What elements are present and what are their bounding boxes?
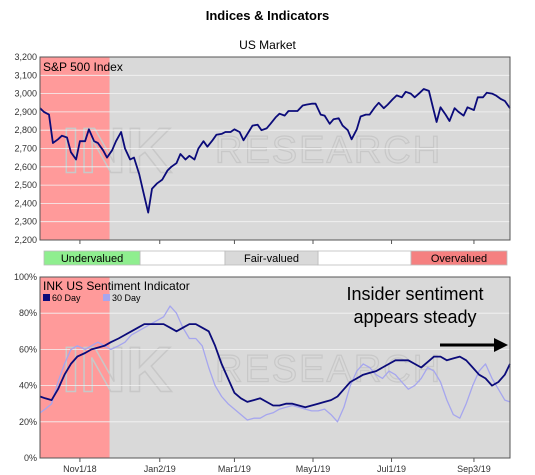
top-watermark-logo: INK: [62, 115, 172, 187]
annotation-line-2: appears steady: [353, 307, 476, 327]
sp500-panel: INK RESEARCH 3,200 3,100 3,000 2,900 2,800 2,7…: [14, 52, 511, 245]
bot-watermark-logo: INK: [62, 334, 172, 406]
page-subtitle: US Market: [239, 38, 296, 52]
annotation-line-1: Insider sentiment: [346, 284, 483, 304]
top-y-tick-label: 2,600: [14, 162, 37, 172]
page-title: Indices & Indicators: [205, 8, 330, 23]
sentiment-plot-border: [39, 276, 511, 459]
bot-y-tick-label: 0%: [24, 453, 37, 463]
valuation-band-label-overvalued: Overvalued: [431, 253, 487, 265]
sentiment-panel: INK RESEARCH 100% 80% 60% 40% 20% 0% Nov1/18 Ja…: [14, 272, 511, 474]
bot-watermark-text: RESEARCH: [215, 349, 442, 391]
sentiment-panel-label: INK US Sentiment Indicator: [43, 279, 190, 293]
sentiment-series-group: [39, 305, 511, 423]
sp500-y-tick-labels: 3,200 3,100 3,000 2,900 2,800 2,700 2,600 2,500…: [14, 52, 37, 245]
sentiment-shaded-period: [40, 277, 110, 458]
sentiment-plot-background: [40, 277, 510, 458]
bot-y-tick-label: 60%: [19, 344, 37, 354]
top-y-tick-label: 2,300: [14, 217, 37, 227]
sentiment-y-tick-labels: 100% 80% 60% 40% 20% 0%: [14, 272, 37, 463]
sentiment-x-tick-label: Mar1/19: [218, 464, 251, 474]
top-y-tick-label: 2,200: [14, 235, 37, 245]
bot-y-tick-label: 20%: [19, 417, 37, 427]
top-y-tick-label: 3,100: [14, 70, 37, 80]
sentiment-legend: 60 Day 30 Day: [43, 293, 141, 303]
sp500-series-group: [39, 88, 511, 214]
sentiment-x-tick-labels: Nov1/18 Jan2/19 Mar1/19 May1/19 Jul1/19 Sep3/…: [63, 458, 491, 474]
bot-y-tick-label: 80%: [19, 308, 37, 318]
sentiment-x-tick-label: Jan2/19: [144, 464, 176, 474]
bot-series-60-day: [39, 323, 511, 409]
valuation-bands: Undervalued Fair-valued Overvalued: [43, 250, 508, 266]
bot-y-tick-label: 40%: [19, 381, 37, 391]
valuation-band-fair-valued: [224, 250, 319, 266]
sentiment-x-tick-label: May1/19: [296, 464, 331, 474]
bot-y-tick-label: 100%: [14, 272, 37, 282]
top-y-tick-label: 2,500: [14, 180, 37, 190]
top-y-tick-label: 2,400: [14, 198, 37, 208]
sp500-x-tick-marks: [79, 240, 475, 244]
annotation-arrow-head: [494, 338, 508, 352]
sentiment-x-tick-label: Sep3/19: [457, 464, 491, 474]
sp500-watermark: INK RESEARCH: [61, 114, 442, 188]
sp500-plot-border: [39, 56, 511, 241]
top-y-tick-label: 3,000: [14, 89, 37, 99]
annotation-arrow: [440, 338, 508, 352]
valuation-band-gap: [139, 250, 226, 266]
sentiment-x-tick-label: Jul1/19: [377, 464, 406, 474]
top-y-tick-label: 2,800: [14, 125, 37, 135]
sentiment-x-tick-label: Nov1/18: [63, 464, 97, 474]
top-watermark-text: RESEARCH: [215, 130, 442, 172]
valuation-band-label-undervalued: Undervalued: [61, 253, 123, 265]
valuation-band-overvalued: [410, 250, 508, 266]
legend-label-30-day: 30 Day: [112, 293, 141, 303]
valuation-band-gap: [317, 250, 412, 266]
sentiment-gridlines: [40, 312, 510, 423]
bot-series-30-day: [39, 305, 511, 423]
top-series-s-p-500-index: [39, 88, 511, 214]
valuation-band-undervalued: [43, 250, 141, 266]
top-y-tick-label: 2,900: [14, 107, 37, 117]
top-y-tick-label: 3,200: [14, 52, 37, 62]
valuation-band-label-fair-valued: Fair-valued: [244, 253, 299, 265]
top-y-tick-label: 2,700: [14, 144, 37, 154]
legend-swatch-30-day: [103, 294, 110, 301]
sp500-gridlines: [40, 74, 510, 223]
legend-label-60-day: 60 Day: [52, 293, 81, 303]
sp500-panel-label: S&P 500 Index: [43, 60, 123, 74]
legend-swatch-60-day: [43, 294, 50, 301]
